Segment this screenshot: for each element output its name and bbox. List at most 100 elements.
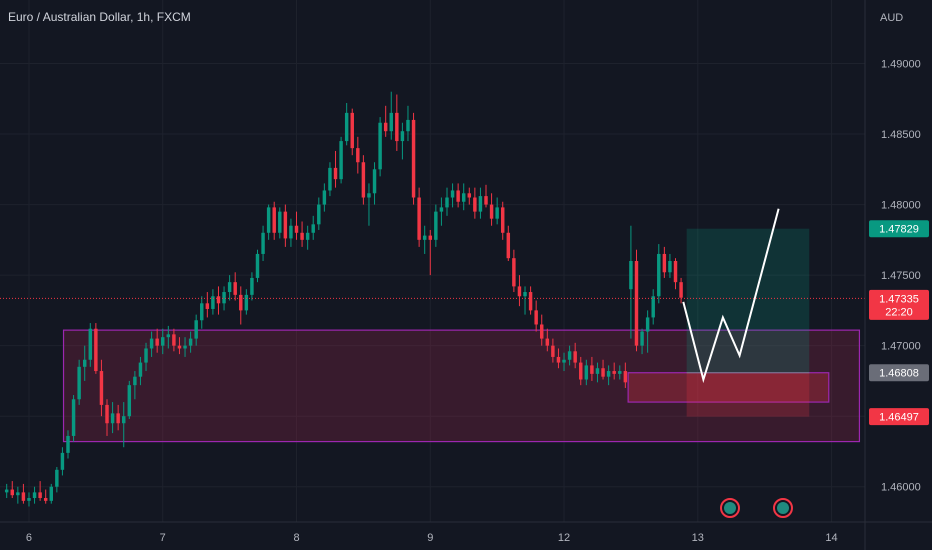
candle [662, 246, 667, 278]
candle [138, 356, 143, 386]
candle [227, 275, 232, 301]
candle-body [478, 196, 483, 212]
candle-body [595, 368, 600, 374]
candle-body [289, 225, 293, 239]
candle-body [640, 331, 644, 346]
candle-body [43, 498, 48, 501]
candle [523, 286, 527, 315]
candle-body [328, 167, 332, 191]
candle [305, 225, 310, 250]
candle-body [266, 207, 271, 233]
candle [278, 207, 282, 239]
candle-body [49, 486, 54, 501]
candle [618, 365, 622, 380]
price-tag-label: 1.46497 [879, 412, 919, 424]
candle [400, 122, 405, 160]
candle-body [378, 122, 382, 170]
candle [657, 244, 661, 304]
candle [378, 117, 382, 177]
candle [489, 193, 494, 226]
price-tick-label: 1.46000 [881, 482, 921, 494]
price-tag-bg [869, 408, 929, 426]
candle-body [300, 232, 304, 240]
candle-body [551, 345, 555, 357]
candle [467, 187, 472, 205]
event-marker-2[interactable] [773, 498, 793, 518]
time-tick-label: 8 [293, 532, 299, 544]
candle [239, 286, 243, 325]
candle-body [94, 328, 98, 372]
candle [261, 225, 265, 261]
candle [183, 337, 187, 357]
candle [500, 201, 505, 240]
candle-body [389, 112, 393, 132]
candle-body [467, 193, 472, 198]
candle [473, 187, 477, 219]
candle [601, 359, 605, 380]
candle-body [500, 207, 505, 233]
candle-body [651, 296, 655, 318]
candle [434, 204, 438, 247]
candle-body [612, 371, 616, 374]
candle [155, 328, 159, 353]
candle [172, 328, 176, 352]
candle-body [489, 204, 494, 219]
candle [395, 94, 399, 151]
price-tag: 1.46808 [869, 364, 929, 382]
candle-body [200, 303, 204, 321]
price-tick-label: 1.48500 [881, 129, 921, 141]
candle [590, 356, 594, 381]
demand-zone [62, 329, 861, 443]
candle-body [161, 337, 165, 346]
candle [27, 492, 31, 507]
candle-body [133, 376, 137, 386]
candle-body [99, 371, 104, 405]
overlay [0, 208, 865, 384]
candle [461, 183, 466, 211]
candle [233, 272, 237, 301]
candle [623, 362, 628, 388]
candle [383, 105, 388, 137]
event-marker-1[interactable] [720, 498, 740, 518]
candle-body [305, 232, 310, 240]
candle-body [66, 435, 70, 453]
candle-body [461, 193, 466, 202]
candle [122, 402, 126, 448]
time-tick-label: 12 [558, 532, 570, 544]
axes: 1.49000 1.48500 1.48000 1.47500 1.47000 1.460… [26, 58, 929, 544]
price-tick-label: 1.49000 [881, 58, 921, 70]
candle [456, 183, 460, 208]
candle-body [38, 492, 42, 499]
candle-body [278, 211, 282, 233]
entry-zone [627, 372, 830, 403]
candle-body [540, 324, 544, 339]
candle [211, 289, 215, 315]
candle-body [428, 235, 432, 240]
candle [584, 359, 589, 386]
candle [328, 162, 332, 197]
candle [534, 300, 538, 332]
candle [339, 136, 343, 184]
candle-body [222, 292, 226, 304]
candle-body [456, 190, 460, 202]
candle [110, 402, 115, 434]
candle-body [21, 492, 26, 501]
candle-body [122, 416, 126, 424]
candle-body [445, 197, 449, 208]
candle [445, 187, 449, 216]
time-tick-label: 13 [692, 532, 704, 544]
candle-body [71, 399, 76, 436]
candle [344, 102, 349, 146]
candle-body [138, 362, 143, 377]
candle [556, 348, 561, 369]
candle [545, 328, 550, 352]
candle [495, 197, 499, 225]
projection-path [682, 208, 780, 384]
candle-body [339, 141, 343, 180]
candle [562, 352, 566, 372]
candle-body [205, 303, 210, 309]
candle-body [172, 334, 176, 346]
candle-body [233, 282, 237, 295]
candle-body [417, 197, 421, 240]
